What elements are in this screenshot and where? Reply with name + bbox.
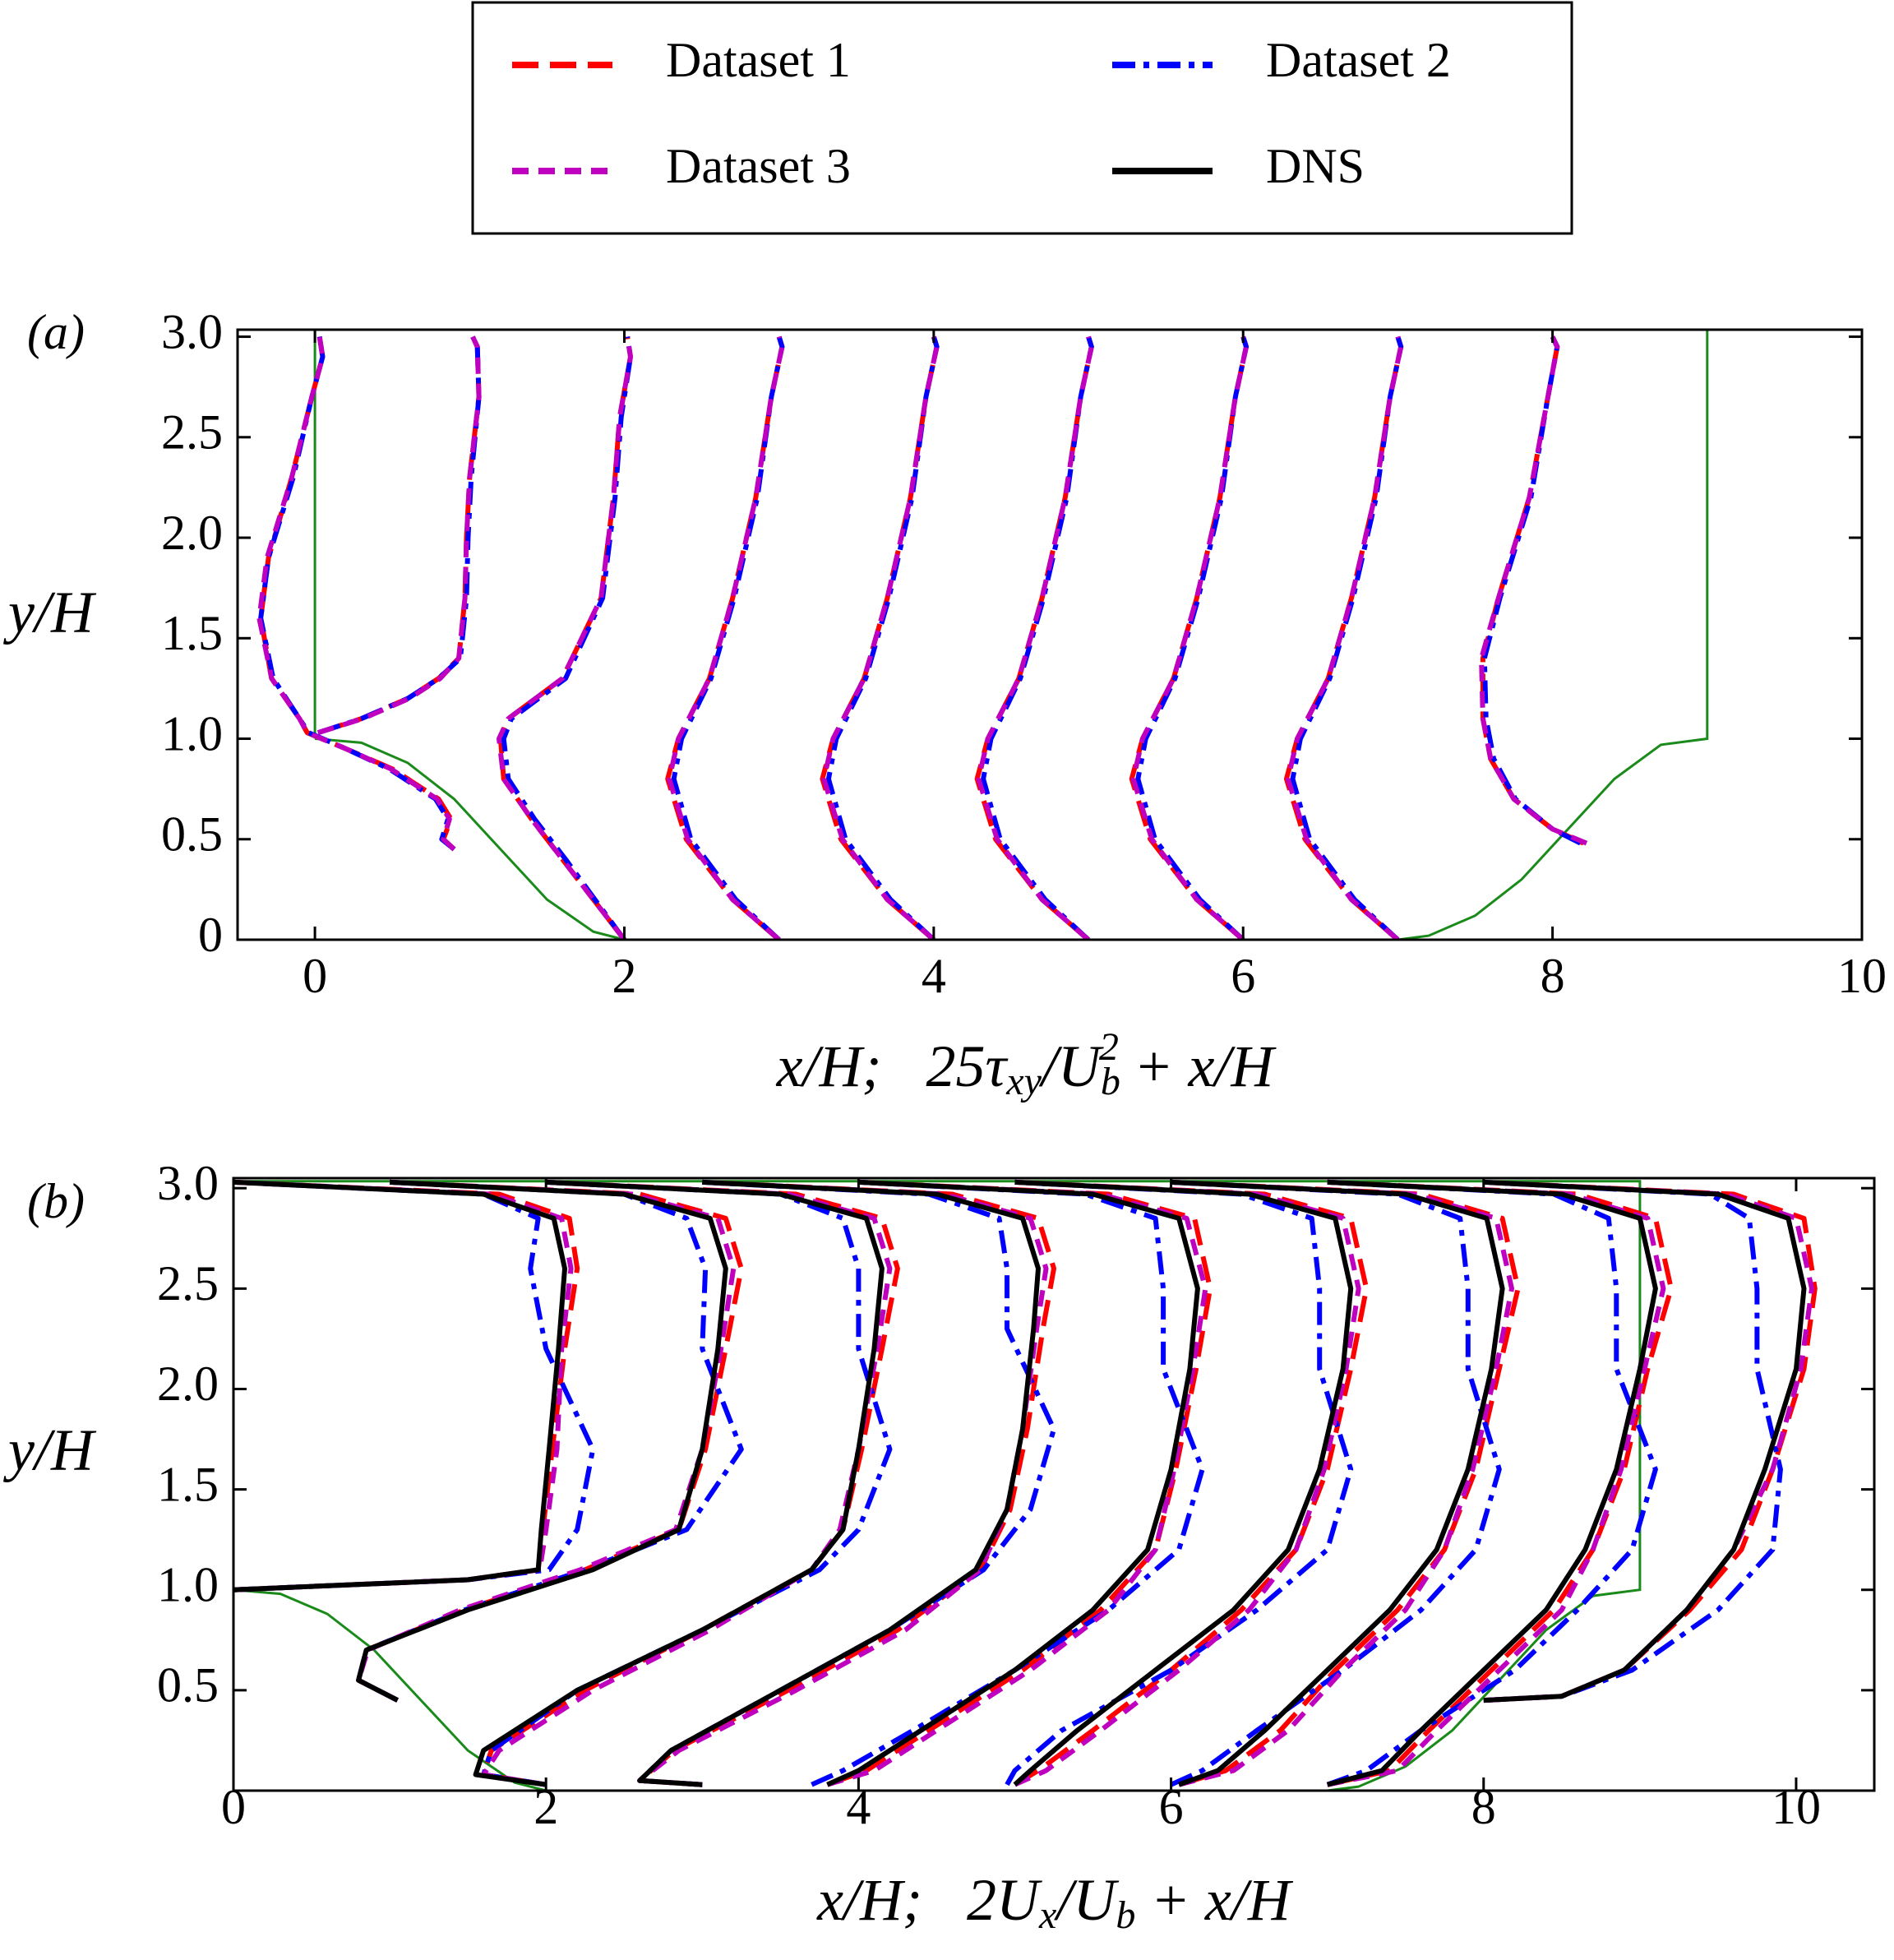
- x-axis-label-part: /U: [1053, 1867, 1119, 1933]
- x-axis-label-part: + x/H: [1135, 1867, 1294, 1933]
- profile-line: [258, 336, 456, 852]
- profile-line: [1170, 1179, 1502, 1787]
- y-tick-label: 1.0: [157, 1558, 219, 1612]
- x-axis-label-part: xy: [1005, 1060, 1042, 1103]
- profile-line: [356, 1179, 737, 1703]
- profile-line: [256, 336, 456, 852]
- y-tick-label: 1.5: [157, 1457, 219, 1511]
- profile-line: [497, 336, 633, 940]
- profile-line: [826, 1179, 1200, 1787]
- profile-line: [667, 335, 785, 940]
- geometry-boundary: [233, 1180, 1642, 1791]
- x-tick-label: 4: [846, 1780, 871, 1834]
- x-axis-label: x/H; 2Ux/Ub + x/H: [816, 1867, 1294, 1938]
- x-tick-label: 6: [1159, 1780, 1184, 1834]
- profile-line: [473, 1179, 885, 1787]
- profile-line: [233, 1179, 567, 1592]
- profile-line: [1483, 1179, 1814, 1703]
- profile-line: [1285, 335, 1404, 940]
- profile-line: [317, 335, 482, 736]
- profile-line: [1013, 1179, 1354, 1787]
- x-tick-label: 10: [1837, 949, 1887, 1003]
- profile-line: [501, 336, 633, 940]
- x-tick-label: 10: [1772, 1780, 1821, 1834]
- x-axis-label-part: b: [1101, 1060, 1120, 1103]
- y-tick-label: 2.0: [157, 1357, 219, 1411]
- profile-line: [811, 1179, 1205, 1787]
- profile-line: [356, 1179, 728, 1703]
- y-tick-label: 1.5: [161, 606, 223, 660]
- x-tick-label: 2: [612, 949, 636, 1003]
- profile-line: [356, 1179, 744, 1703]
- plot-area: [233, 1179, 1818, 1791]
- x-axis-label-part: /U: [1038, 1033, 1104, 1099]
- profile-line: [1326, 1179, 1658, 1787]
- panel-label: (b): [27, 1174, 85, 1228]
- y-tick-label: 0.5: [157, 1658, 219, 1713]
- profile-line: [481, 1179, 893, 1787]
- profile-line: [637, 1179, 1056, 1787]
- legend-label: Dataset 1: [666, 33, 851, 87]
- x-tick-label: 6: [1231, 949, 1255, 1003]
- plot-frame: [232, 1176, 1876, 1792]
- plot-area: [256, 330, 1709, 940]
- profile-line: [497, 336, 633, 940]
- profile-line: [233, 1179, 574, 1592]
- x-tick-label: 0: [221, 1780, 246, 1834]
- y-tick-label: 0.5: [161, 807, 223, 862]
- profile-line: [976, 335, 1094, 940]
- profile-line: [1171, 1179, 1505, 1787]
- y-tick-label: 3.0: [161, 304, 223, 358]
- y-axis-label: y/H: [2, 580, 97, 645]
- y-axis-label: y/H: [2, 1417, 97, 1483]
- profile-line: [316, 335, 482, 736]
- profile-line: [1005, 1179, 1354, 1787]
- profile-line: [316, 335, 482, 736]
- profile-line: [826, 1179, 1213, 1787]
- y-tick-label: 3.0: [157, 1156, 219, 1210]
- x-tick-label: 4: [922, 949, 946, 1003]
- profile-line: [1130, 335, 1249, 940]
- x-tick-label: 0: [303, 949, 327, 1003]
- y-tick-label: 0: [198, 908, 223, 962]
- legend-label: DNS: [1266, 139, 1365, 193]
- x-axis-label-part: x: [1038, 1893, 1056, 1937]
- x-axis-label-part: x/H; 2U: [816, 1867, 1042, 1933]
- panel-label: (a): [27, 305, 85, 359]
- x-axis-label-part: x/H; 25τ: [776, 1033, 1009, 1099]
- x-axis-label-part: b: [1116, 1893, 1135, 1937]
- profile-line: [1326, 1179, 1658, 1787]
- y-tick-label: 2.5: [157, 1256, 219, 1311]
- profile-line: [1014, 1179, 1361, 1787]
- legend: Dataset 1 Dataset 2 Dataset 3 DNS: [512, 33, 1451, 193]
- x-tick-label: 8: [1541, 949, 1565, 1003]
- y-tick-label: 2.0: [161, 506, 223, 560]
- profile-line: [1171, 1179, 1514, 1787]
- profile-line: [821, 335, 940, 940]
- profile-line: [258, 336, 456, 852]
- profile-line: [1483, 1179, 1807, 1703]
- x-axis-label: x/H; 25τxy/Ub2 + x/H: [776, 1025, 1277, 1103]
- x-axis-label-part: + x/H: [1119, 1033, 1277, 1099]
- legend-label: Dataset 3: [666, 139, 851, 193]
- x-axis-label-part: 2: [1099, 1025, 1119, 1069]
- x-tick-label: 8: [1471, 1780, 1496, 1834]
- panel: 0 2 4 6 8 10 0 0.5 1.0 1.5 2.0 2.5 3.0 (a) y/H x/H; 25τ…: [2, 304, 1887, 1103]
- legend-box: [471, 1, 1573, 235]
- profile-line: [1483, 1179, 1783, 1703]
- geometry-boundary: [313, 330, 1709, 940]
- profile-line: [637, 1179, 1049, 1787]
- y-tick-label: 1.0: [161, 706, 223, 760]
- profile-line: [637, 1179, 1041, 1787]
- legend-label: Dataset 2: [1266, 33, 1451, 87]
- profile-line: [233, 1179, 580, 1592]
- y-tick-label: 2.5: [161, 405, 223, 460]
- panel: 0 2 4 6 8 10 0.5 1.0 1.5 2.0 2.5 3.0 (b) y/H x/H; 2Ux/…: [2, 1156, 1876, 1938]
- plot-frame: [236, 328, 1864, 941]
- x-tick-label: 2: [534, 1780, 558, 1834]
